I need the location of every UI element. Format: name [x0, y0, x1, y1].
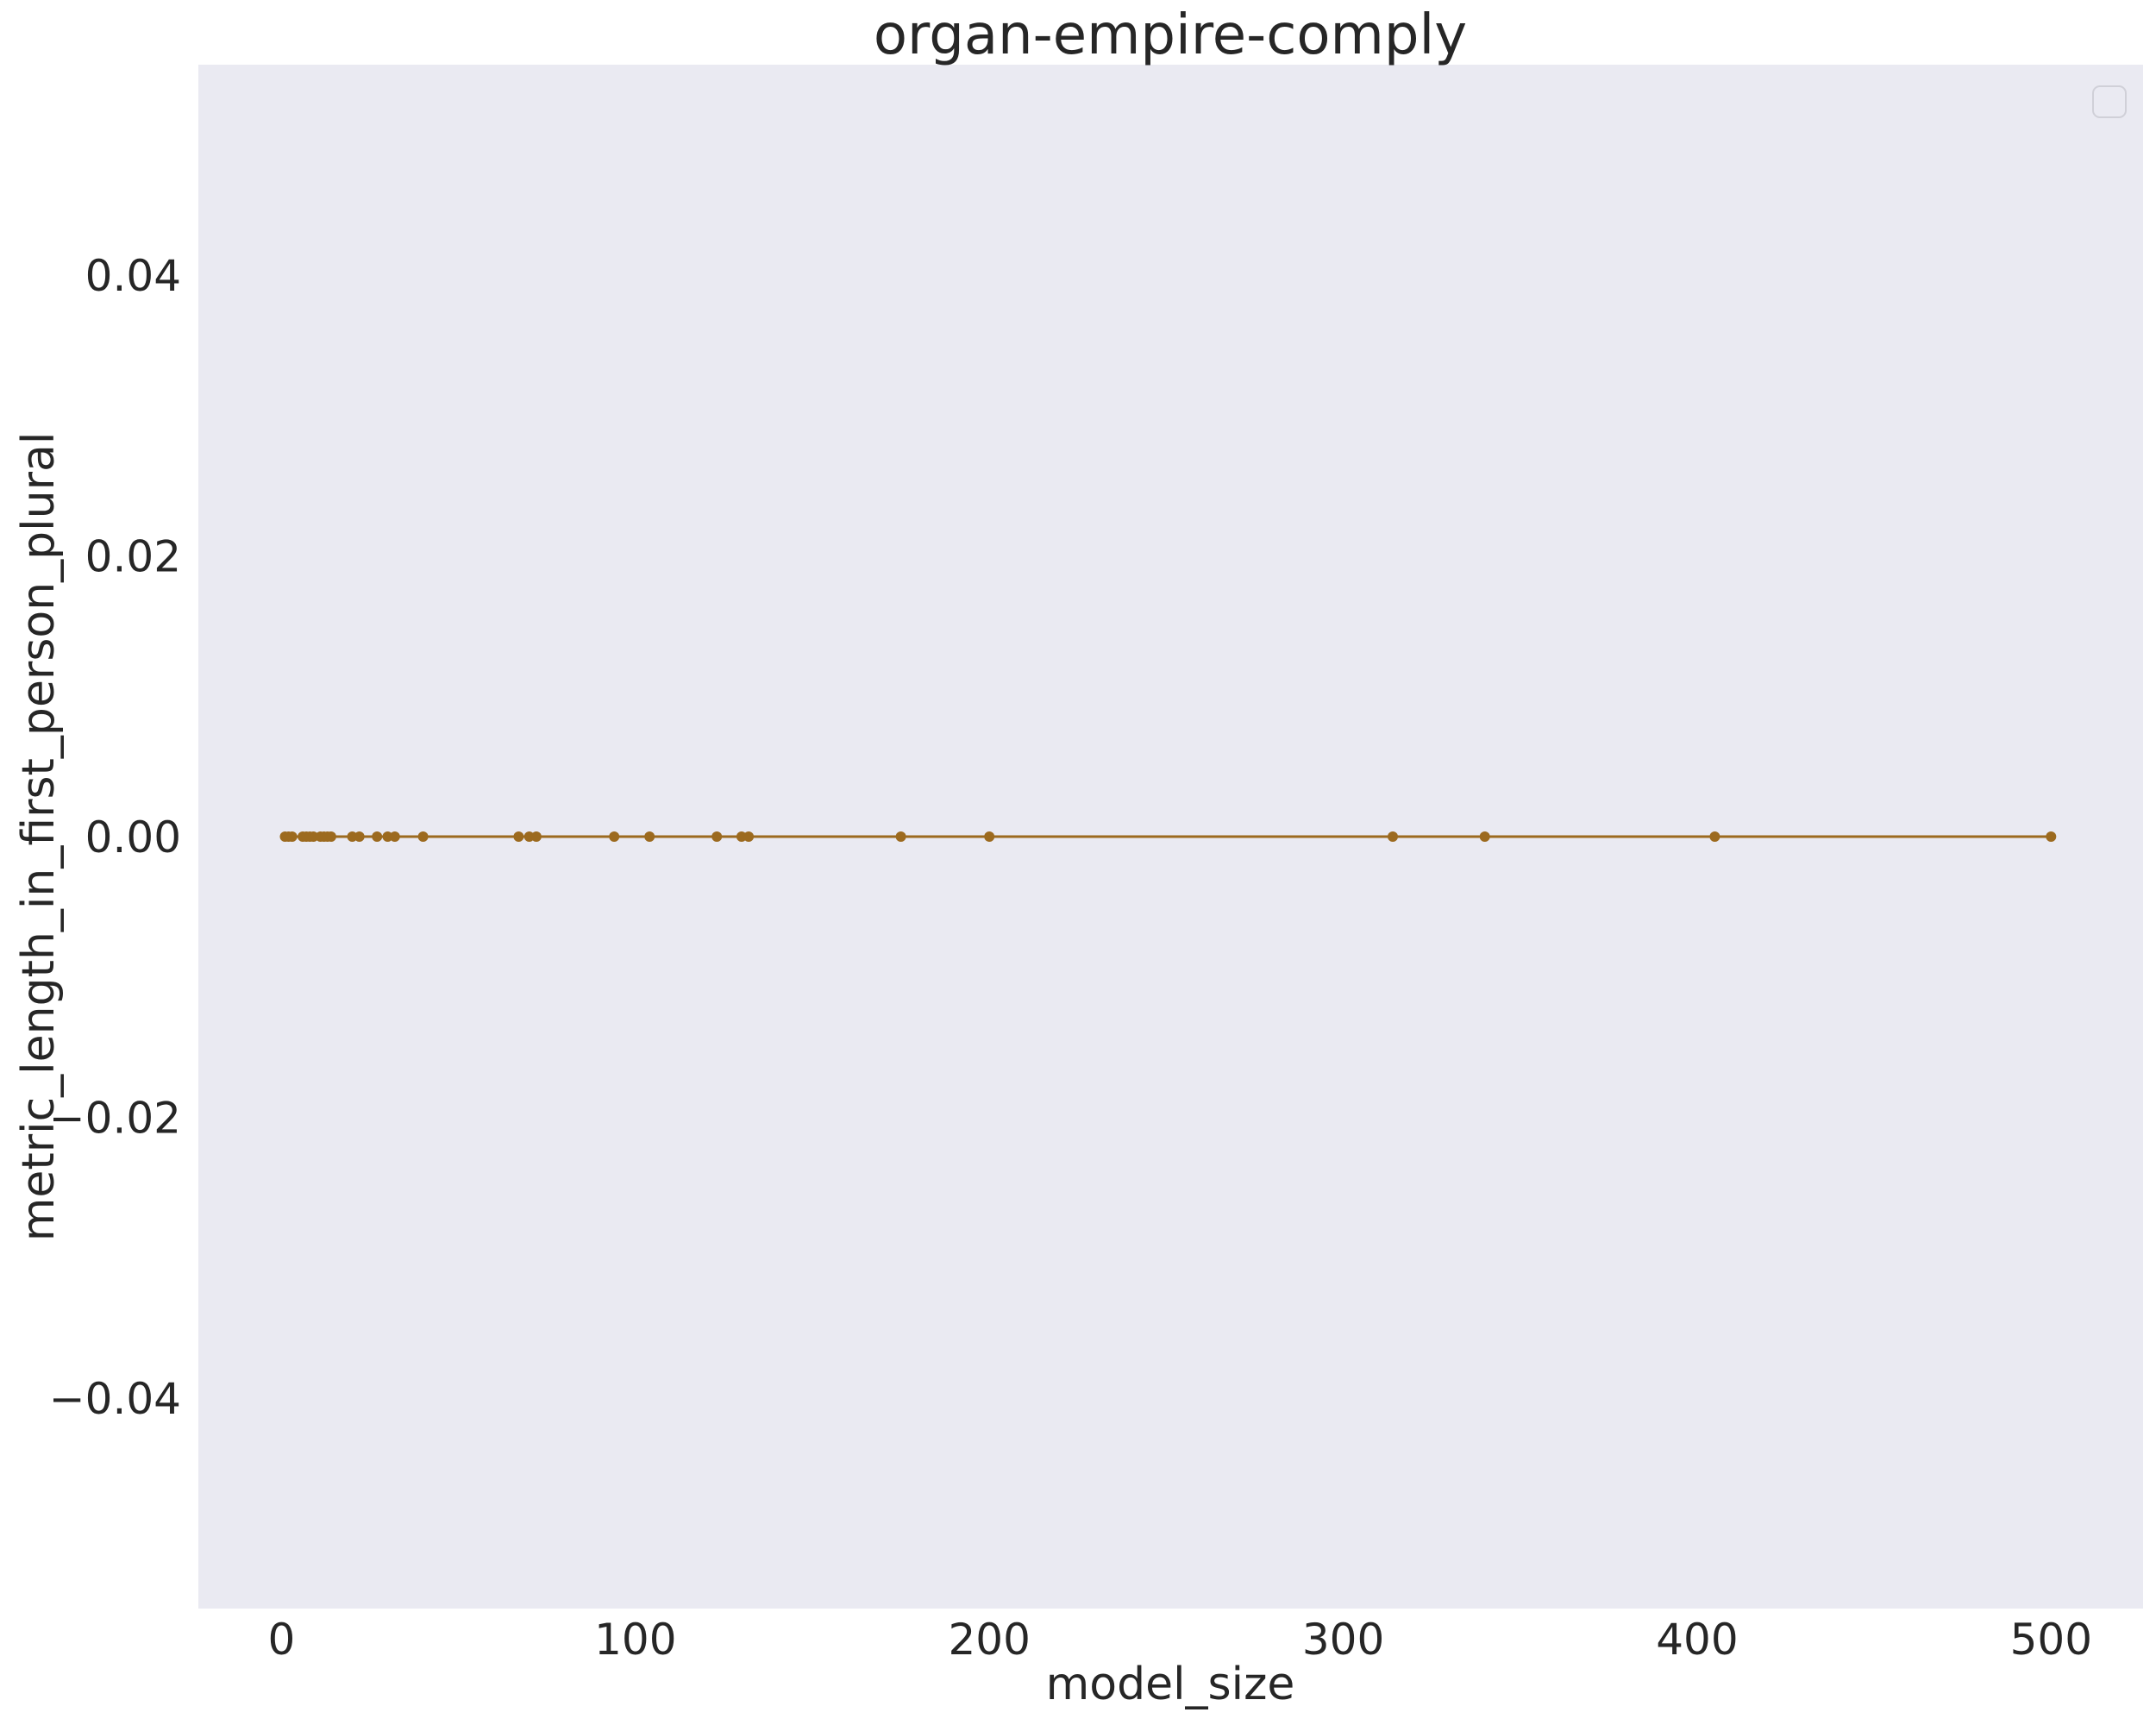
x-tick-label: 300 [1302, 1615, 1384, 1665]
x-tick-label: 400 [1656, 1615, 1738, 1665]
x-tick-label: 200 [948, 1615, 1030, 1665]
y-tick-labels: −0.04 −0.02 0.00 0.02 0.04 [49, 251, 181, 1424]
data-point [644, 831, 655, 842]
data-point [609, 831, 620, 842]
x-tick-label: 0 [268, 1615, 296, 1665]
data-point [347, 831, 358, 842]
data-point [711, 831, 723, 842]
y-axis-label: metric_length_in_first_person_plural [13, 432, 65, 1242]
data-point [530, 831, 542, 842]
data-point [736, 831, 747, 842]
data-point [372, 831, 383, 842]
data-point [1709, 831, 1720, 842]
data-point [382, 831, 393, 842]
data-point [513, 831, 524, 842]
x-axis-label: model_size [1046, 1659, 1295, 1710]
data-point [1388, 831, 1398, 842]
data-point [286, 831, 298, 842]
data-point [325, 831, 336, 842]
y-tick-label: −0.04 [49, 1374, 181, 1424]
data-point [743, 831, 755, 842]
y-tick-label: −0.02 [49, 1093, 181, 1143]
data-point [895, 831, 906, 842]
legend-box [2092, 85, 2127, 118]
series-layer [279, 831, 2057, 842]
data-point [1479, 831, 1490, 842]
data-point [523, 831, 535, 842]
data-point [308, 831, 319, 842]
y-tick-label: 0.04 [85, 251, 181, 301]
data-point [2046, 831, 2057, 842]
data-point [984, 831, 995, 842]
x-tick-label: 100 [594, 1615, 676, 1665]
x-tick-label: 500 [2010, 1615, 2092, 1665]
data-point [354, 831, 365, 842]
data-point [389, 831, 400, 842]
data-point [417, 831, 429, 842]
y-tick-label: 0.02 [85, 532, 181, 582]
chart-title: organ-empire-comply [874, 3, 1467, 67]
y-tick-label: 0.00 [85, 812, 181, 862]
x-tick-labels: 0 100 200 300 400 500 [268, 1615, 2092, 1665]
